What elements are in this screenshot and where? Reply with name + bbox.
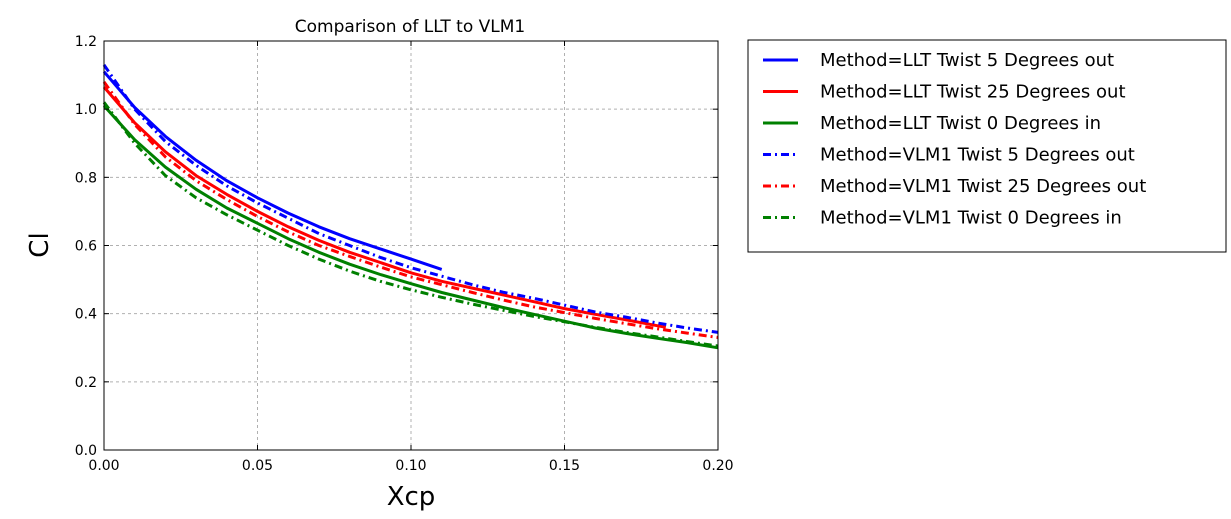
series-line-4	[102, 64, 719, 334]
y-tick-label: 1.2	[75, 34, 97, 50]
plot-series	[102, 64, 719, 350]
grid-lines	[103, 40, 719, 451]
legend-label-5: Method=VLM1 Twist 25 Degrees out	[820, 176, 1146, 197]
y-tick-label: 1.0	[75, 102, 97, 118]
legend-label-1: Method=LLT Twist 5 Degrees out	[820, 50, 1114, 71]
y-tick-label: 0.0	[75, 443, 97, 459]
legend-label-3: Method=LLT Twist 0 Degrees in	[820, 113, 1101, 134]
y-tick-label: 0.4	[75, 307, 97, 323]
series-line-1	[102, 70, 443, 271]
series-line-2	[102, 86, 667, 329]
y-tick-label: 0.6	[75, 239, 97, 255]
chart-title: Comparison of LLT to VLM1	[295, 17, 525, 37]
legend-label-6: Method=VLM1 Twist 0 Degrees in	[820, 208, 1122, 229]
series-line-6	[102, 101, 719, 348]
legend: Method=LLT Twist 5 Degrees out Method=LLT…	[747, 39, 1227, 253]
legend-label-4: Method=VLM1 Twist 5 Degrees out	[820, 145, 1135, 166]
legend-label-2: Method=LLT Twist 25 Degrees out	[820, 82, 1126, 103]
axis-ticks: 0.00 0.05 0.10 0.15 0.20 0.0 0.2 0.4 0.6 0.8 1.0 1.…	[75, 34, 734, 474]
series-line-5	[102, 81, 719, 339]
x-tick-label: 0.05	[242, 458, 273, 474]
y-tick-label: 0.2	[75, 375, 97, 391]
legend-box	[747, 39, 1227, 253]
x-axis-label: Xcp	[387, 482, 436, 512]
x-tick-label: 0.10	[395, 458, 426, 474]
x-tick-label: 0.00	[88, 458, 119, 474]
y-axis-label: Cl	[25, 232, 55, 257]
x-tick-label: 0.15	[549, 458, 580, 474]
x-tick-label: 0.20	[702, 458, 733, 474]
y-tick-label: 0.8	[75, 170, 97, 186]
